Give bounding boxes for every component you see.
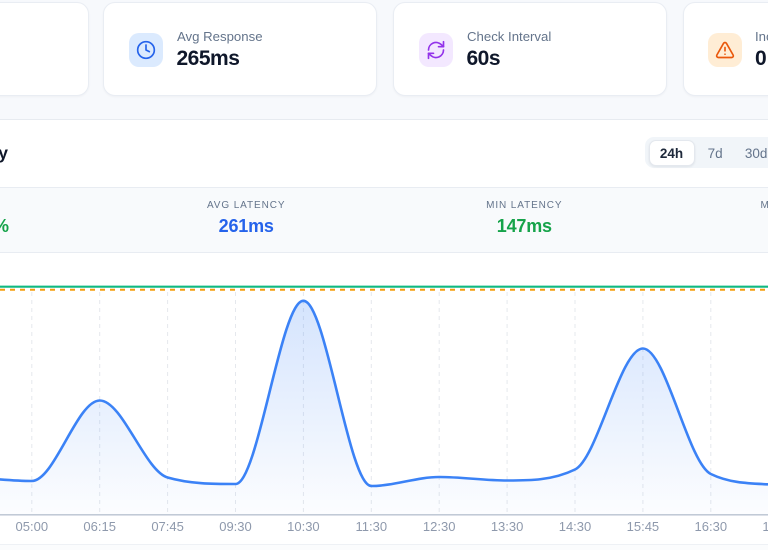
svg-text:11:30: 11:30	[356, 519, 388, 534]
svg-text:06:15: 06:15	[83, 519, 116, 534]
svg-text:13:30: 13:30	[491, 519, 524, 534]
svg-text:09:30: 09:30	[219, 519, 252, 534]
svg-text:16:30: 16:30	[695, 519, 728, 534]
svg-text:14:30: 14:30	[559, 519, 592, 534]
svg-text:17:30: 17:30	[762, 519, 768, 534]
svg-text:10:30: 10:30	[287, 519, 320, 534]
svg-text:12:30: 12:30	[423, 519, 456, 534]
svg-text:05:00: 05:00	[16, 519, 49, 534]
svg-text:07:45: 07:45	[151, 519, 184, 534]
svg-text:15:45: 15:45	[627, 519, 660, 534]
